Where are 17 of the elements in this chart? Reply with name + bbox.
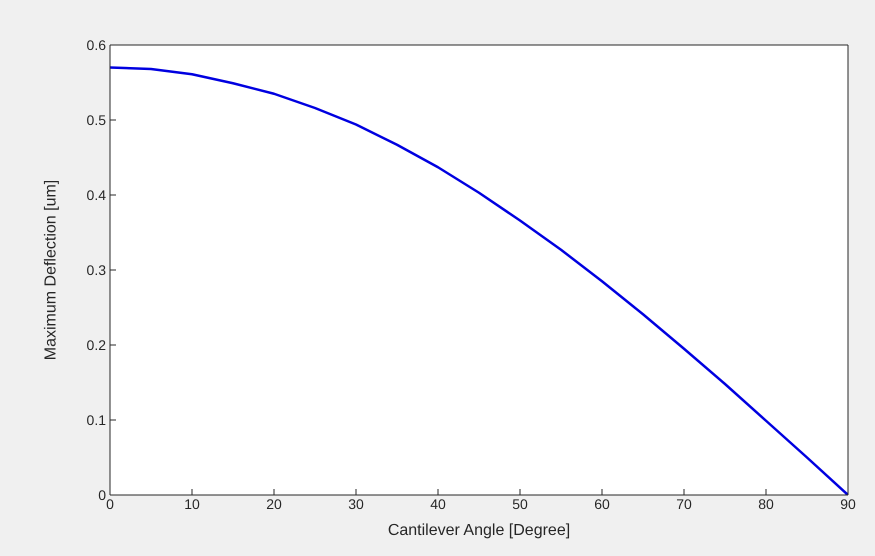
x-tick-label: 80 [758, 496, 774, 512]
x-tick-label: 20 [266, 496, 282, 512]
y-tick-label: 0.5 [86, 112, 106, 128]
y-tick-label: 0.2 [86, 336, 106, 353]
y-tick-label: 0.3 [86, 262, 106, 278]
x-tick-label: 50 [512, 496, 528, 512]
x-tick-label: 60 [594, 496, 610, 512]
x-tick-label: 40 [430, 496, 446, 512]
x-tick-label: 30 [348, 496, 364, 512]
x-axis-title: Cantilever Angle [Degree] [388, 522, 570, 539]
x-tick-label: 90 [840, 496, 856, 512]
x-tick-label: 10 [184, 496, 200, 512]
x-tick-label: 70 [676, 496, 692, 512]
y-tick-label: 0.4 [86, 186, 106, 203]
y-tick-label: 0.6 [86, 36, 106, 53]
y-tick-label: 0.1 [86, 412, 106, 428]
y-axis-title: Maximum Deflection [um] [42, 180, 60, 360]
